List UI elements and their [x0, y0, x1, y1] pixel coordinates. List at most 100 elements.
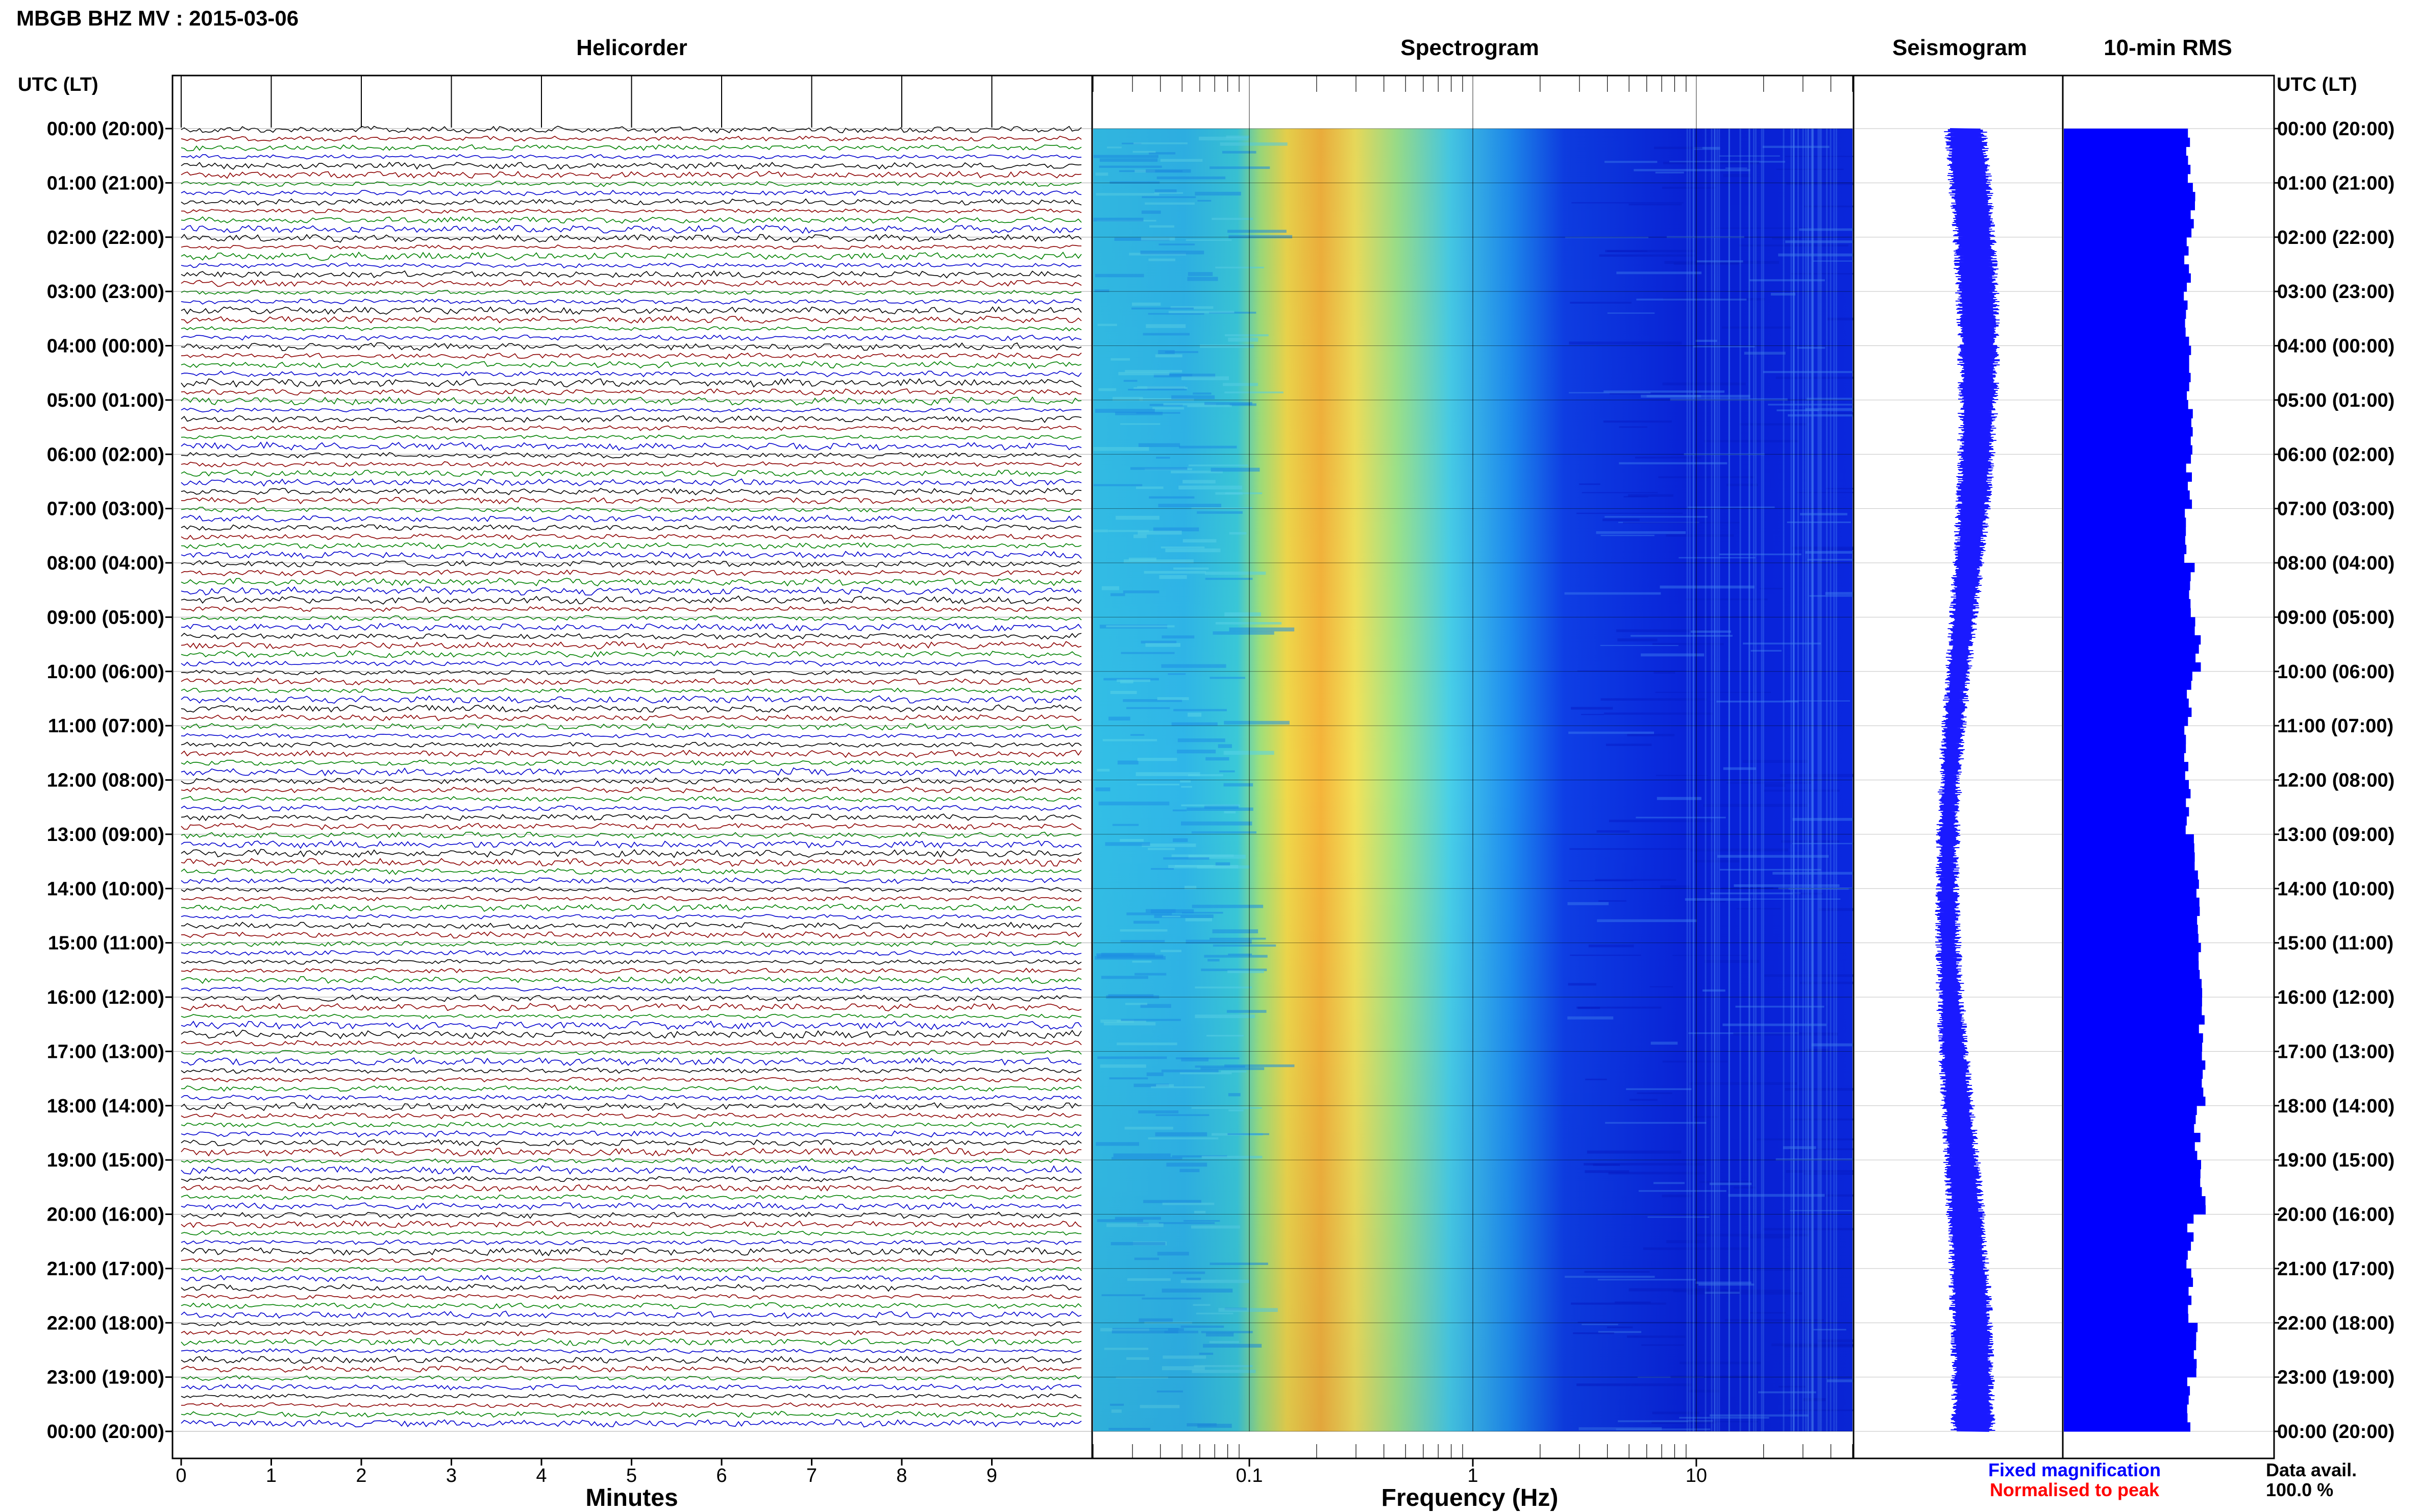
helicorder-top-ticks [181, 76, 993, 128]
rms-bar [2064, 952, 2199, 961]
time-label-right: 14:00 (10:00) [2277, 878, 2395, 900]
time-label-left: 14:00 (10:00) [47, 878, 164, 900]
helicorder-trace [181, 550, 1082, 559]
rms-bar [2064, 1313, 2189, 1323]
rms-bar [2064, 1323, 2198, 1332]
rms-bar [2064, 1105, 2197, 1116]
rms-bars [2064, 129, 2206, 1432]
time-labels-left: 00:00 (20:00) 01:00 (21:00) 02:00 (22:00) 0… [47, 118, 172, 1443]
helicorder-trace [181, 1321, 1082, 1327]
rms-bar [2064, 156, 2188, 165]
time-label-right: 12:00 (08:00) [2277, 770, 2395, 791]
helicorder-trace [181, 896, 1082, 902]
time-label-left: 12:00 (08:00) [47, 770, 164, 791]
helicorder-frame [171, 75, 1093, 1459]
rms-bar [2064, 264, 2189, 274]
rms-bar [2064, 925, 2198, 934]
helicorder-trace [181, 1220, 1082, 1228]
rms-bar [2064, 1223, 2187, 1233]
helicorder-trace [181, 750, 1082, 758]
helicorder-trace [181, 595, 1082, 605]
helicorder-trace [181, 1383, 1082, 1391]
time-label-right: 18:00 (14:00) [2277, 1096, 2395, 1117]
helicorder-trace [181, 968, 1082, 974]
helicorder-trace [181, 1003, 1082, 1012]
helicorder-trace [181, 1085, 1082, 1092]
helicorder-trace [181, 677, 1082, 685]
rms-bar [2064, 1241, 2191, 1251]
helicorder-trace [181, 1302, 1082, 1309]
helicorder-trace [181, 1310, 1082, 1320]
helicorder-trace [181, 959, 1082, 965]
helicorder-trace [181, 334, 1082, 341]
helicorder-trace [181, 813, 1082, 822]
helicorder-trace [181, 251, 1082, 261]
helicorder-trace [181, 279, 1082, 287]
rms-bar [2064, 789, 2191, 799]
helicorder-trace [181, 632, 1082, 640]
rms-bar [2064, 391, 2187, 401]
helicorder-trace [181, 315, 1082, 324]
time-label-left: 20:00 (16:00) [47, 1204, 164, 1226]
helicorder-trace [181, 244, 1082, 250]
helicorder-trace [181, 1077, 1082, 1083]
helicorder-x-tick-label: 2 [356, 1465, 366, 1486]
legend-normalised-to-peak: Normalised to peak [1990, 1479, 2160, 1500]
helicorder-trace [181, 759, 1082, 766]
helicorder-trace [181, 914, 1082, 920]
rms-bar [2064, 662, 2201, 672]
helicorder-trace [181, 950, 1082, 956]
helicorder-trace [181, 1176, 1082, 1182]
rms-bar [2064, 1359, 2197, 1369]
helicorder-trace [181, 154, 1082, 160]
rms-bar [2064, 970, 2200, 980]
helicorder-trace [181, 1057, 1082, 1066]
helicorder-trace [181, 208, 1082, 214]
time-label-left: 19:00 (15:00) [47, 1150, 164, 1171]
rms-bar [2064, 653, 2196, 663]
helicorder-trace [181, 441, 1082, 451]
helicorder-trace [181, 1355, 1082, 1364]
helicorder-trace [181, 1050, 1082, 1055]
time-label-left: 22:00 (18:00) [47, 1312, 164, 1334]
time-label-left: 15:00 (11:00) [48, 933, 164, 954]
helicorder-trace [181, 1230, 1082, 1236]
helicorder-trace [181, 262, 1082, 269]
rms-bar [2064, 527, 2186, 536]
rms-bar [2064, 183, 2193, 192]
time-labels-right: 00:00 (20:00) 01:00 (21:00) 02:00 (22:00) 0… [2274, 118, 2395, 1443]
helicorder-trace [181, 586, 1082, 596]
helicorder-trace [181, 805, 1082, 812]
helicorder-trace [181, 1130, 1082, 1138]
time-label-right: 10:00 (06:00) [2277, 661, 2395, 683]
helicorder-trace [181, 1211, 1082, 1219]
helicorder-x-tick-label: 4 [536, 1465, 547, 1486]
helicorder-trace [181, 931, 1082, 939]
helicorder-trace [181, 695, 1082, 704]
helicorder-trace [181, 542, 1082, 550]
rms-bar [2064, 1060, 2206, 1070]
time-label-right: 02:00 (22:00) [2277, 227, 2395, 249]
helicorder-trace [181, 1202, 1082, 1210]
rms-bar [2064, 888, 2196, 898]
rms-bar [2064, 1006, 2202, 1016]
rms-bar [2064, 861, 2195, 871]
time-label-right: 17:00 (13:00) [2277, 1041, 2395, 1062]
rms-bar [2064, 382, 2189, 391]
utc-label-right: UTC (LT) [2277, 74, 2357, 95]
helicorder-trace [181, 506, 1082, 513]
helicorder-trace [181, 415, 1082, 424]
rms-bar [2064, 1124, 2194, 1133]
helicorder-trace [181, 1393, 1082, 1399]
rms-bar [2064, 445, 2192, 455]
helicorder-trace [181, 660, 1082, 667]
helicorder-trace [181, 704, 1082, 713]
helicorder-trace [181, 1139, 1082, 1147]
rms-bar [2064, 1214, 2194, 1224]
rms-bar [2064, 1069, 2203, 1079]
time-label-right: 04:00 (00:00) [2277, 336, 2395, 357]
rms-bar [2064, 961, 2199, 971]
data-avail-value: 100.0 % [2266, 1479, 2333, 1500]
helicorder-trace [181, 714, 1082, 722]
rms-bar [2064, 508, 2185, 518]
